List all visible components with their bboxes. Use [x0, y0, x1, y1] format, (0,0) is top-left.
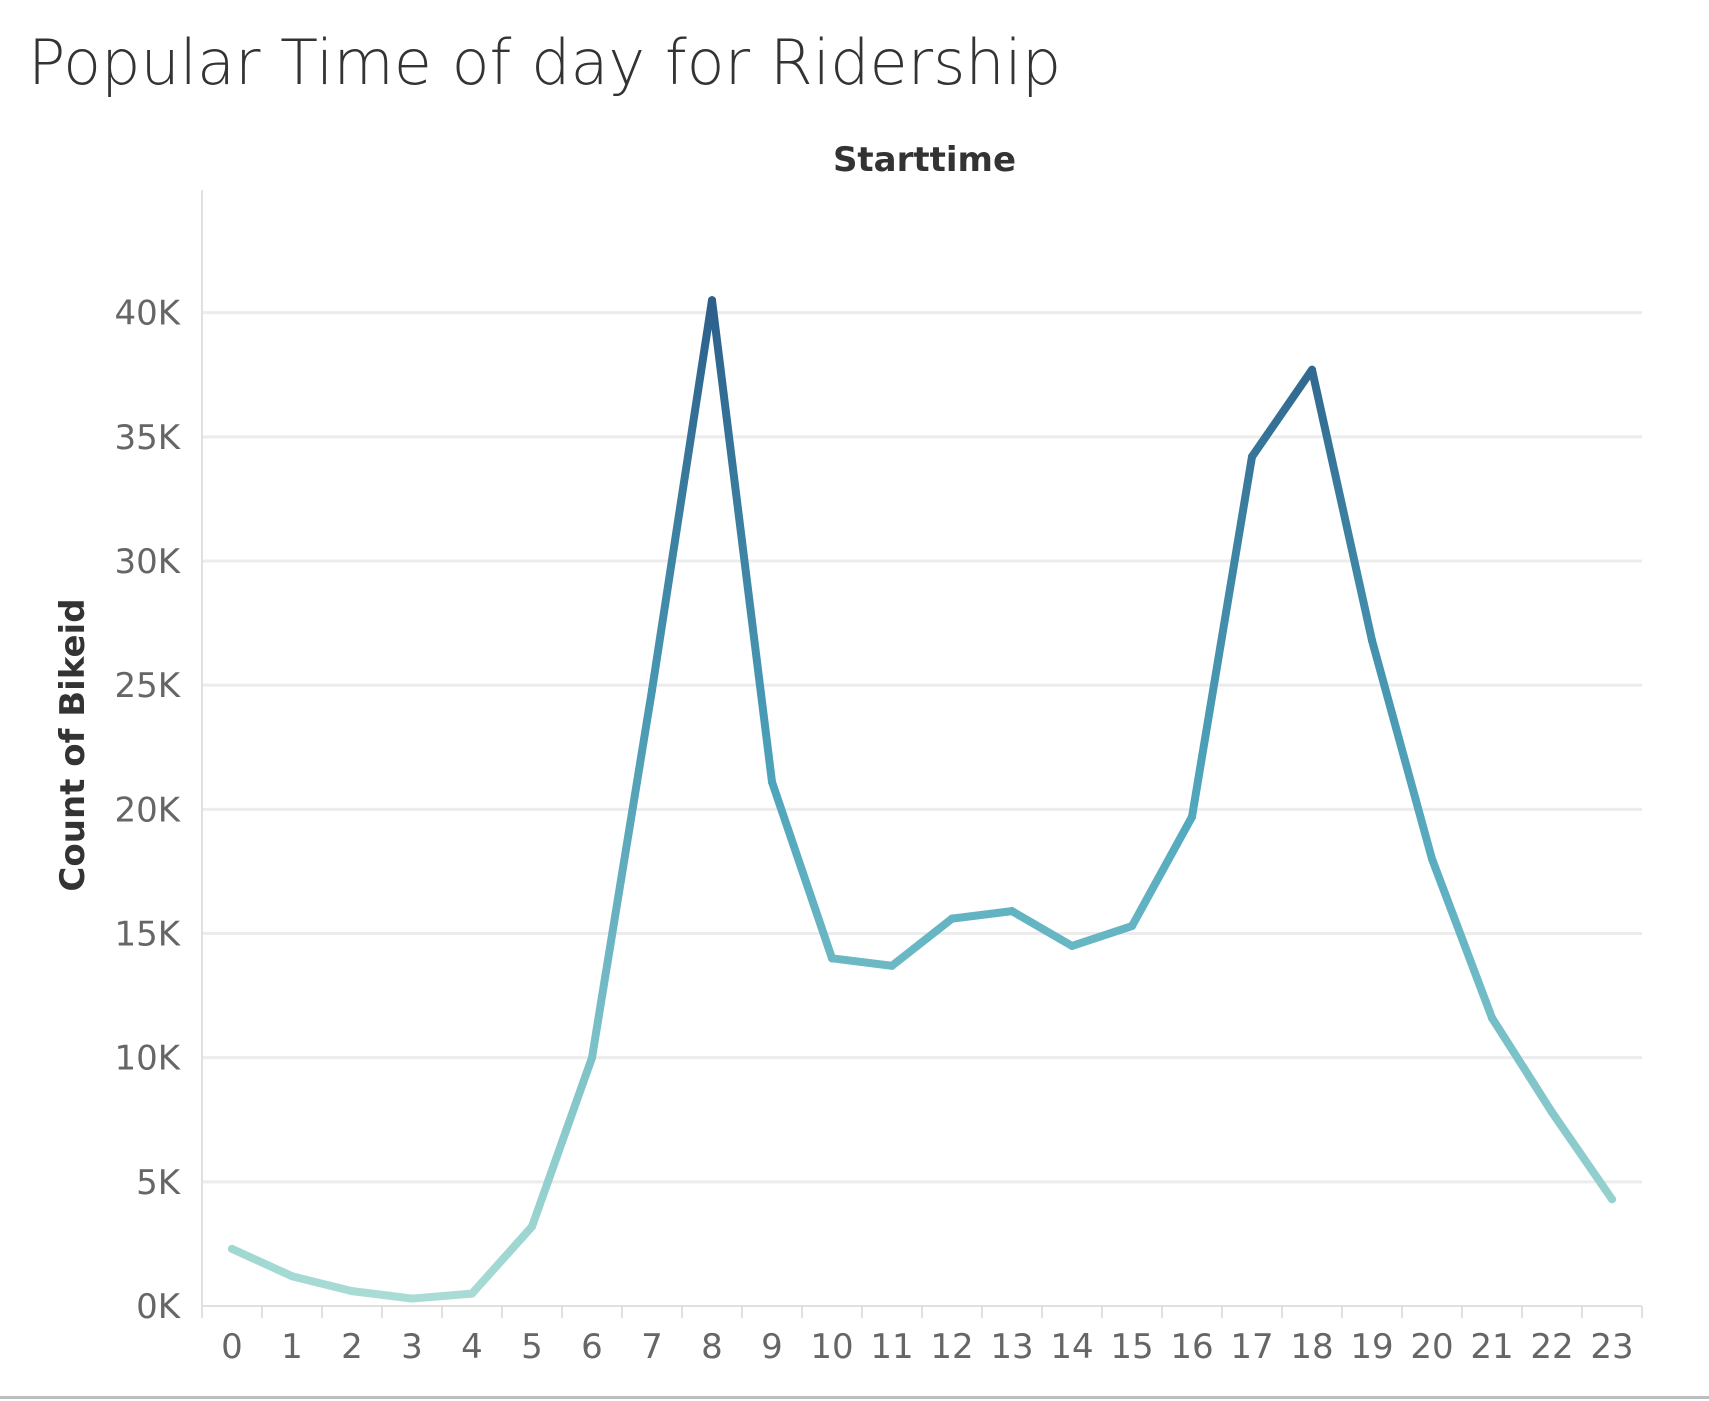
- x-tick-label: 16: [1170, 1327, 1213, 1367]
- x-tick-label: 17: [1230, 1327, 1273, 1367]
- line-segment-10-11: [828, 954, 896, 970]
- line-segment-5-6: [528, 1053, 596, 1231]
- line-segment-20-21: [1428, 855, 1496, 1022]
- data-point-hour-1[interactable]: [288, 1272, 296, 1281]
- x-tick-label: 22: [1530, 1327, 1573, 1367]
- line-segment-6-7: [588, 686, 656, 1062]
- x-tick-label: 14: [1050, 1327, 1093, 1367]
- data-point-hour-11[interactable]: [888, 961, 896, 970]
- data-point-hour-4[interactable]: [468, 1289, 476, 1298]
- y-axis-ticks: 0K 5K 10K 15K 20K 25K 30K 35K 40K: [114, 294, 181, 1327]
- x-axis-ticks: 0 1 2 3 4 5 6 7 8 9 10 11 12 13 14 15 16 17 18 19 20 21 22 23: [201, 1306, 1643, 1367]
- x-column-header: Starttime: [832, 140, 1017, 180]
- line-segment-22-23: [1548, 1108, 1616, 1204]
- x-tick-label: 7: [641, 1327, 663, 1367]
- line-segment-1-2: [288, 1272, 356, 1296]
- y-axis-title: Count of Bikeid: [53, 598, 93, 891]
- data-point-hour-20[interactable]: [1428, 855, 1436, 863]
- x-tick-label: 3: [401, 1327, 423, 1367]
- x-tick-label: 10: [810, 1327, 853, 1367]
- line-segment-2-3: [348, 1287, 416, 1303]
- x-tick-label: 13: [990, 1327, 1033, 1367]
- data-point-hour-16[interactable]: [1188, 812, 1196, 821]
- data-point-hour-10[interactable]: [828, 954, 836, 963]
- bottom-border: [0, 1396, 1709, 1399]
- x-tick-label: 5: [521, 1327, 543, 1367]
- x-tick-label: 6: [581, 1327, 603, 1367]
- line-segment-18-19: [1308, 365, 1376, 645]
- line-segment-17-18: [1248, 365, 1316, 461]
- chart-title: Popular Time of day for Ridership: [28, 26, 1062, 99]
- data-point-hour-13[interactable]: [1008, 907, 1016, 916]
- data-point-hour-15[interactable]: [1128, 922, 1136, 931]
- x-tick-label: 9: [761, 1327, 783, 1367]
- y-tick-label: 10K: [114, 1039, 181, 1079]
- data-point-hour-9[interactable]: [768, 778, 776, 787]
- data-point-hour-19[interactable]: [1368, 636, 1376, 645]
- axes: [201, 190, 1642, 1307]
- gridlines: [202, 311, 1642, 1184]
- y-tick-label: 15K: [114, 915, 181, 955]
- x-tick-label: 4: [461, 1327, 483, 1367]
- x-tick-label: 23: [1590, 1327, 1633, 1367]
- x-tick-label: 2: [341, 1327, 363, 1367]
- line-segment-11-12: [888, 914, 956, 970]
- x-tick-label: 19: [1350, 1327, 1393, 1367]
- line-segment-15-16: [1128, 812, 1196, 931]
- data-point-hour-0[interactable]: [228, 1244, 236, 1253]
- line-segment-21-22: [1488, 1013, 1556, 1117]
- line-segment-9-10: [768, 778, 836, 963]
- x-tick-label: 1: [281, 1327, 303, 1367]
- x-tick-label: 18: [1290, 1327, 1333, 1367]
- x-tick-label: 20: [1410, 1327, 1453, 1367]
- y-tick-label: 0K: [136, 1287, 182, 1327]
- line-segment-16-17: [1188, 452, 1256, 821]
- line-segment-14-15: [1068, 922, 1136, 950]
- y-tick-label: 5K: [136, 1163, 182, 1203]
- data-point-hour-18[interactable]: [1308, 365, 1316, 374]
- line-segment-13-14: [1008, 907, 1076, 950]
- line-segment-12-13: [948, 907, 1016, 923]
- data-point-hour-21[interactable]: [1488, 1013, 1496, 1022]
- data-point-hour-7[interactable]: [648, 686, 656, 695]
- y-tick-label: 25K: [114, 666, 181, 706]
- line-segment-8-9: [708, 296, 776, 787]
- data-point-hour-14[interactable]: [1068, 941, 1076, 950]
- x-tick-label: 15: [1110, 1327, 1153, 1367]
- y-tick-label: 35K: [114, 418, 181, 458]
- line-segment-3-4: [408, 1289, 476, 1303]
- line-segment-4-5: [468, 1222, 536, 1298]
- data-point-hour-23[interactable]: [1608, 1195, 1616, 1204]
- line-segment-0-1: [228, 1244, 296, 1281]
- data-point-hour-17[interactable]: [1248, 452, 1256, 461]
- data-point-hour-12[interactable]: [948, 914, 956, 923]
- line-segment-19-20: [1368, 636, 1436, 863]
- data-point-hour-5[interactable]: [528, 1222, 536, 1231]
- data-point-hour-2[interactable]: [348, 1287, 356, 1296]
- x-tick-label: 8: [701, 1327, 723, 1367]
- data-point-hour-3[interactable]: [408, 1294, 416, 1303]
- x-tick-label: 11: [870, 1327, 913, 1367]
- data-point-hour-22[interactable]: [1548, 1108, 1556, 1117]
- x-tick-label: 21: [1470, 1327, 1513, 1367]
- y-tick-label: 20K: [114, 790, 181, 830]
- x-tick-label: 12: [930, 1327, 973, 1367]
- series-group: [228, 296, 1616, 1303]
- y-tick-label: 30K: [114, 542, 181, 582]
- data-point-hour-8[interactable]: [708, 296, 716, 305]
- x-tick-label: 0: [221, 1327, 243, 1367]
- y-tick-label: 40K: [114, 294, 181, 334]
- line-segment-7-8: [648, 296, 716, 695]
- data-point-hour-6[interactable]: [588, 1053, 596, 1062]
